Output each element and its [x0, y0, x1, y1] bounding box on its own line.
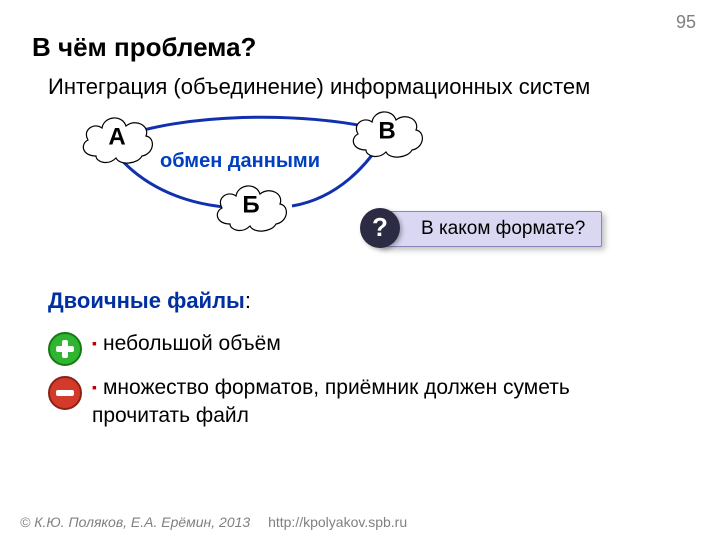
minus-row: множество форматов, приёмник должен суме… — [48, 374, 612, 431]
colon: : — [245, 288, 251, 313]
cloud-label-v: В — [378, 118, 395, 146]
footer-copyright: © К.Ю. Поляков, Е.А. Ерёмин, 2013 — [20, 514, 250, 530]
page-number: 95 — [676, 12, 696, 33]
question-text: В каком формате? — [421, 218, 585, 239]
cloud-node-v: В — [346, 104, 428, 162]
question-mark-icon: ? — [360, 208, 400, 248]
minus-text: множество форматов, приёмник должен суме… — [92, 374, 612, 431]
minus-icon — [48, 376, 82, 410]
footer-url: http://kpolyakov.spb.ru — [268, 514, 407, 530]
question-badge: В каком формате? — [378, 211, 602, 247]
cloud-node-a: А — [76, 110, 158, 168]
cloud-label-b: Б — [242, 192, 259, 220]
slide-subtitle: Интеграция (объединение) информационных … — [48, 74, 590, 100]
plus-row: небольшой объём — [48, 330, 281, 366]
binary-section-heading: Двоичные файлы: — [48, 288, 251, 314]
slide-title: В чём проблема? — [32, 32, 256, 63]
cloud-node-b: Б — [210, 178, 292, 236]
exchange-label: обмен данными — [160, 150, 320, 173]
binary-heading-text: Двоичные файлы — [48, 288, 245, 313]
footer: © К.Ю. Поляков, Е.А. Ерёмин, 2013 http:/… — [20, 514, 407, 530]
plus-text: небольшой объём — [92, 330, 281, 358]
cloud-label-a: А — [108, 124, 125, 152]
plus-icon — [48, 332, 82, 366]
